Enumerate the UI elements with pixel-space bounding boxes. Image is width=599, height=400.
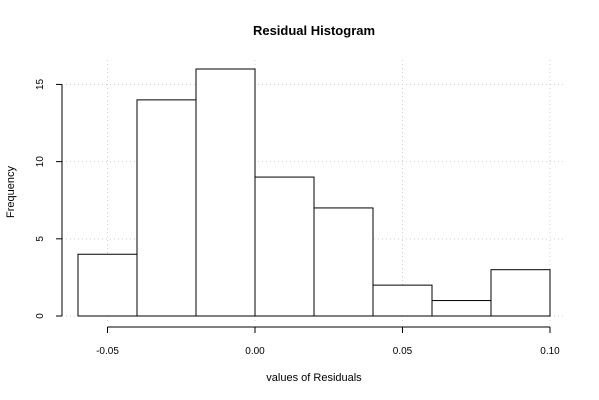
y-tick-label: 0 — [35, 313, 46, 319]
histogram-bar — [490, 269, 551, 317]
y-axis: 0 5 10 15 — [35, 78, 63, 319]
y-tick-label: 5 — [35, 236, 46, 242]
chart-title: Residual Histogram — [253, 23, 375, 38]
histogram-bar — [313, 207, 374, 317]
histogram-bar — [372, 284, 433, 317]
x-tick-label: -0.05 — [96, 346, 119, 357]
histogram-bar — [254, 176, 315, 317]
x-axis: -0.05 0.00 0.05 0.10 — [96, 326, 560, 357]
y-axis-label: Frequency — [5, 166, 17, 218]
y-tick-label: 10 — [35, 156, 46, 168]
histogram-bar — [195, 68, 256, 317]
x-axis-label: values of Residuals — [266, 372, 362, 384]
x-tick-label: 0.05 — [393, 346, 413, 357]
histogram-bar — [431, 300, 492, 317]
histogram-bar — [136, 99, 197, 317]
histogram-bar — [77, 253, 138, 317]
x-tick-label: 0.00 — [245, 346, 265, 357]
x-tick-label: 0.10 — [540, 346, 560, 357]
histogram-bars — [77, 68, 551, 317]
y-tick-label: 15 — [35, 78, 46, 90]
